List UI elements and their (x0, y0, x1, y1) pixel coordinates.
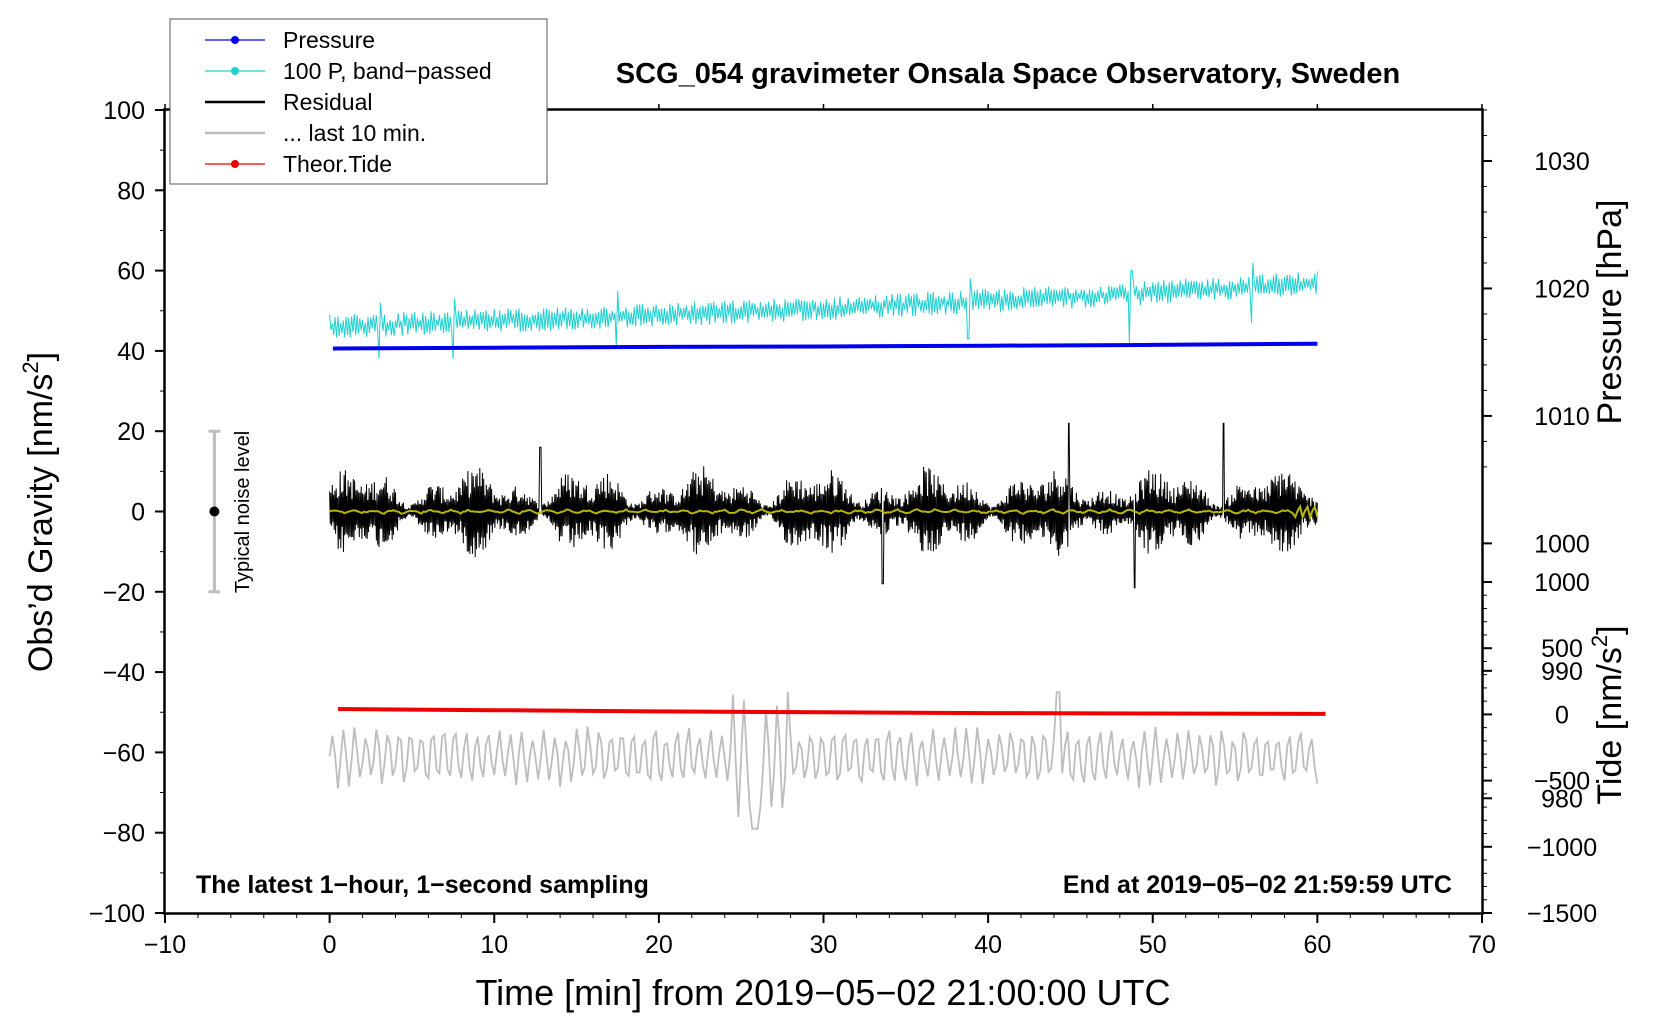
y-axis-label-left: Obs’d Gravity [nm/s2] (18, 352, 60, 672)
x-tick-label: 40 (974, 931, 1002, 959)
tide-tick-label: 500 (1541, 635, 1583, 663)
legend-marker (231, 160, 239, 168)
series-theoretical-tide (337, 707, 1326, 716)
series-last-10-min (328, 691, 1319, 830)
x-tick-label: 30 (810, 931, 838, 959)
annotation-right-note: End at 2019−05−02 21:59:59 UTC (1063, 871, 1452, 899)
tide-tick-label: −1000 (1527, 834, 1597, 862)
x-tick-label: 50 (1139, 931, 1167, 959)
series-pressure (332, 341, 1318, 351)
legend-label: Residual (283, 89, 373, 115)
pressure-axis-ticks: 980 990 1000 1010 1020 1030 (1482, 109, 1590, 813)
legend-marker (231, 36, 239, 44)
y-tick-label: 80 (117, 177, 145, 205)
legend-marker (231, 67, 239, 75)
x-tick-label: 20 (645, 931, 673, 959)
pressure-tick-label: 1020 (1534, 275, 1590, 303)
chart-title: SCG_054 gravimeter Onsala Space Observat… (616, 58, 1400, 90)
pressure-tick-label: 980 (1541, 785, 1583, 813)
x-axis-label: Time [min] from 2019−05−02 21:00:00 UTC (475, 972, 1170, 1013)
y-tick-label: 40 (117, 338, 145, 366)
x-tick-label: 70 (1468, 931, 1496, 959)
x-tick-label: −10 (144, 931, 186, 959)
y-axis-label-tide-main: Tide [nm/s (1591, 647, 1629, 804)
series-layer (328, 262, 1326, 830)
series-residual (329, 422, 1318, 589)
y-axis-label-tide-sup: 2 (1587, 635, 1612, 647)
y-axis-ticks: −100 −80 −60 −40 −20 0 20 40 60 80 100 (89, 97, 165, 928)
legend-label: 100 P, band−passed (283, 58, 492, 84)
tide-tick-label: 0 (1555, 701, 1569, 729)
y-tick-label: −80 (103, 820, 145, 848)
x-axis-ticks: −10 0 10 20 30 40 50 60 70 (144, 104, 1496, 959)
y-tick-label: 60 (117, 258, 145, 286)
y-axis-label-left-tail: ] (22, 352, 60, 361)
y-tick-label: 100 (103, 97, 145, 125)
tide-axis-ticks: −1500 −1000 −500 0 500 1000 (1482, 569, 1597, 928)
legend-label: Theor.Tide (283, 151, 392, 177)
noise-level-indicator (208, 429, 221, 594)
y-tick-label: −60 (103, 739, 145, 767)
legend: Pressure 100 P, band−passed Residual ... la… (169, 18, 548, 185)
y-tick-label: −20 (103, 579, 145, 607)
series-band-passed-pressure (329, 262, 1318, 359)
y-tick-label: 20 (117, 418, 145, 446)
noise-level-label: Typical noise level (232, 431, 254, 593)
legend-label: ... last 10 min. (283, 120, 426, 146)
y-axis-label-left-main: Obs’d Gravity [nm/s (22, 374, 60, 673)
tide-tick-label: 1000 (1534, 569, 1590, 597)
y-tick-label: −40 (103, 659, 145, 687)
y-tick-label: 0 (131, 499, 145, 527)
annotation-left-note: The latest 1−hour, 1−second sampling (196, 871, 649, 899)
x-tick-label: 10 (480, 931, 508, 959)
pressure-tick-label: 1030 (1534, 148, 1590, 176)
x-tick-label: 0 (323, 931, 337, 959)
y-axis-label-pressure: Pressure [hPa] (1591, 200, 1629, 425)
y-axis-label-tide: Tide [nm/s2] (1587, 625, 1629, 804)
noise-bar-center-dot (209, 506, 220, 517)
tide-tick-label: −500 (1534, 768, 1590, 796)
pressure-tick-label: 990 (1541, 658, 1583, 686)
legend-entries: Pressure 100 P, band−passed Residual ... la… (205, 27, 492, 177)
tide-tick-label: −1500 (1527, 900, 1597, 928)
y-axis-label-left-sup: 2 (18, 361, 43, 373)
series-residual-smoothed (329, 503, 1319, 521)
legend-label: Pressure (283, 27, 375, 53)
y-axis-label-tide-tail: ] (1591, 625, 1629, 634)
pressure-tick-label: 1010 (1534, 403, 1590, 431)
x-tick-label: 60 (1303, 931, 1331, 959)
y-tick-label: −100 (89, 900, 145, 928)
pressure-tick-label: 1000 (1534, 530, 1590, 558)
